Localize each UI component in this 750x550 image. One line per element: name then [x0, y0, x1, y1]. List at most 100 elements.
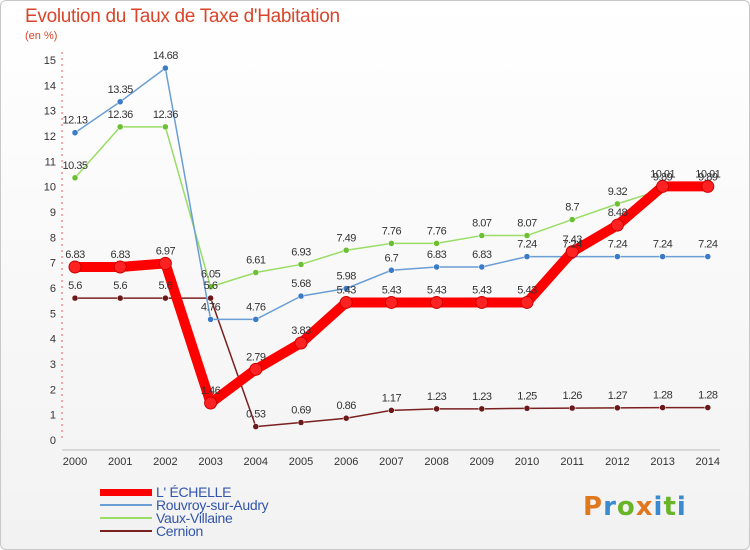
data-point	[162, 294, 169, 302]
y-tick-label: 13	[44, 106, 56, 118]
data-point	[71, 294, 79, 302]
legend-swatch	[100, 489, 152, 496]
y-tick-label: 6	[50, 283, 56, 295]
x-tick-label: 2009	[470, 456, 494, 468]
data-point	[614, 404, 621, 412]
data-point	[342, 247, 350, 254]
data-point	[523, 405, 531, 412]
data-point	[523, 253, 531, 260]
data-label: 4.76	[201, 301, 221, 313]
data-label: 1.28	[698, 390, 718, 402]
data-point	[614, 253, 621, 260]
data-label: 5.98	[336, 271, 356, 283]
data-point	[704, 253, 712, 260]
data-label: 6.83	[427, 249, 447, 261]
data-label: 6.97	[156, 245, 176, 257]
data-point	[342, 285, 350, 292]
data-point	[568, 404, 576, 412]
data-label: 0.69	[291, 405, 311, 417]
data-label: 5.43	[472, 284, 492, 296]
data-label: 3.83	[291, 325, 311, 337]
legend-label: Rouvroy-sur-Audry	[156, 497, 269, 513]
data-point	[71, 174, 79, 182]
data-point	[342, 414, 350, 422]
data-point	[659, 253, 666, 260]
data-label: 0.53	[246, 409, 266, 421]
y-tick-label: 5	[50, 308, 56, 320]
data-point	[565, 245, 579, 259]
data-point	[297, 261, 305, 268]
data-label: 9.89	[653, 171, 673, 183]
data-point	[162, 64, 169, 72]
data-point	[158, 256, 172, 270]
legend-swatch	[100, 530, 152, 532]
data-label: 1.27	[608, 390, 628, 402]
data-label: 1.25	[517, 390, 537, 402]
data-label: 6.93	[291, 246, 311, 258]
x-tick-label: 2013	[650, 456, 674, 468]
legend-label: Vaux-Villaine	[156, 510, 233, 526]
data-label: 8.7	[565, 202, 579, 214]
data-point	[433, 263, 440, 271]
x-tick-label: 2005	[289, 456, 313, 468]
data-label: 5.43	[517, 284, 537, 296]
data-point	[249, 362, 263, 376]
data-label: 1.23	[472, 391, 492, 403]
data-label: 5.43	[427, 284, 447, 296]
data-point	[388, 240, 395, 247]
legend-label: L' ÉCHELLE	[156, 484, 232, 500]
data-point	[252, 269, 260, 276]
data-point	[701, 179, 715, 193]
y-tick-label: 15	[44, 55, 56, 67]
data-point	[433, 240, 440, 247]
data-label: 8.07	[517, 218, 537, 230]
chart-subtitle: (en %)	[25, 30, 58, 42]
data-label: 7.49	[336, 232, 356, 244]
data-label: 10.01	[650, 168, 675, 180]
legend-label: Cernion	[156, 523, 203, 539]
data-point	[207, 283, 214, 290]
data-label: 5.43	[336, 284, 356, 296]
y-tick-label: 14	[44, 80, 56, 92]
data-point	[478, 232, 486, 239]
chart-title: Evolution du Taux de Taxe d'Habitation	[25, 6, 340, 27]
data-label: 5.43	[382, 284, 402, 296]
data-label: 6.05	[201, 269, 221, 281]
data-point	[388, 267, 395, 274]
data-point	[294, 336, 308, 350]
data-label: 7.24	[562, 239, 582, 251]
data-label: 8.07	[472, 218, 492, 230]
data-label: 7.24	[608, 239, 628, 251]
legend-swatch	[100, 504, 152, 506]
data-label: 14.68	[153, 50, 178, 62]
data-label: 6.83	[110, 249, 130, 261]
data-label: 12.36	[108, 109, 133, 121]
data-point	[384, 295, 398, 309]
logo-letter: x	[635, 492, 654, 522]
data-label: 1.26	[562, 390, 582, 402]
data-label: 4.76	[246, 301, 266, 313]
data-point	[204, 396, 218, 410]
data-label: 2.79	[246, 351, 266, 363]
data-label: 7.43	[562, 234, 582, 246]
y-tick-label: 10	[44, 182, 56, 194]
y-tick-label: 9	[50, 207, 56, 219]
logo-letter: r	[603, 492, 617, 522]
data-label: 12.13	[62, 115, 87, 127]
data-point	[614, 200, 621, 208]
x-tick-label: 2010	[515, 456, 539, 468]
logo-letter: o	[616, 492, 636, 522]
data-label: 5.6	[204, 280, 218, 292]
data-point	[297, 419, 305, 426]
data-label: 7.76	[382, 225, 402, 237]
x-tick-label: 2012	[605, 456, 629, 468]
data-label: 6.83	[65, 249, 85, 261]
data-label: 7.24	[653, 239, 673, 251]
x-tick-label: 2001	[108, 456, 132, 468]
data-label: 5.6	[113, 280, 127, 292]
data-label: 7.24	[698, 239, 718, 251]
x-tick-label: 2000	[63, 456, 87, 468]
data-label: 1.28	[653, 390, 673, 402]
y-tick-label: 11	[45, 156, 56, 168]
